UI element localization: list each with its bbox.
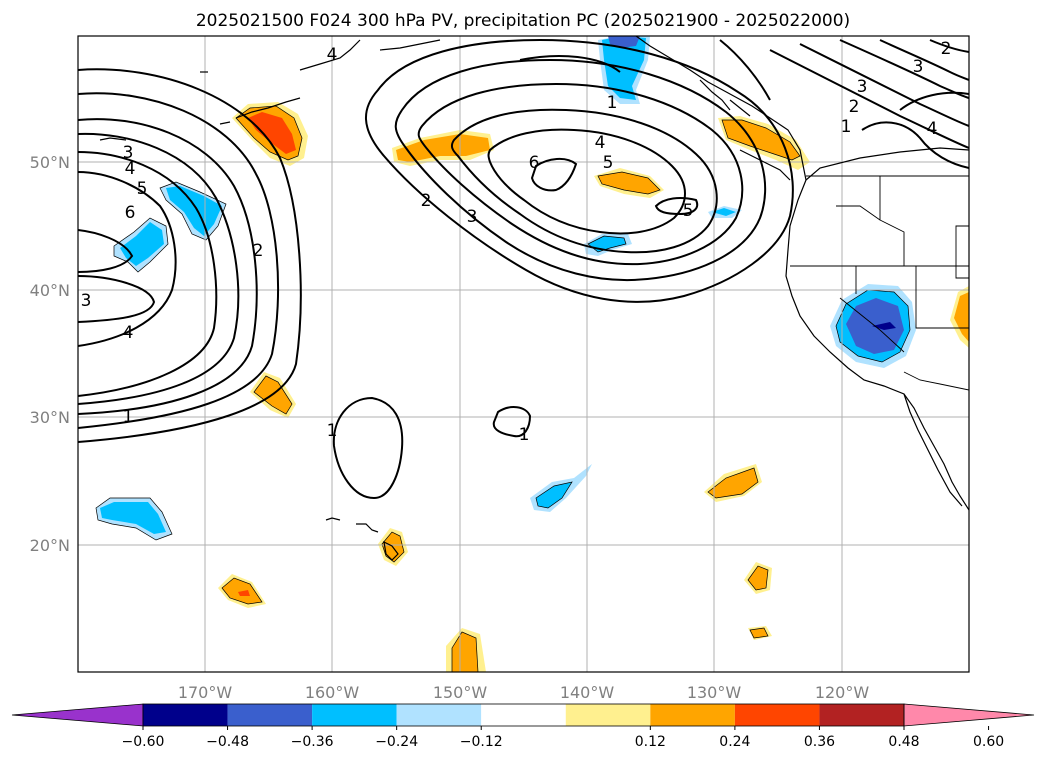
colorbar-segment [396, 704, 482, 726]
colorbar-tick-label: 0.12 [635, 734, 666, 750]
colorbar-segment [734, 704, 820, 726]
colorbar-segment [565, 704, 651, 726]
contour-label: 3 [913, 57, 924, 77]
coastlines [99, 36, 969, 561]
lon-tick-label: 120°W [815, 683, 870, 702]
contour-label: 5 [137, 179, 148, 199]
contour-label: 1 [123, 407, 134, 427]
precip-negative-anomaly [100, 502, 166, 534]
contour-label: 1 [607, 93, 618, 113]
map-background [78, 36, 969, 672]
colorbar-tick-label: −0.24 [375, 734, 418, 750]
plot-title: 2025021500 F024 300 hPa PV, precipitatio… [196, 11, 850, 31]
precip-positive-anomaly [721, 119, 801, 161]
colorbar-segment [650, 704, 735, 726]
contour-label: 1 [841, 117, 852, 137]
longitude-labels: 170°W 160°W 150°W 140°W 130°W 120°W [178, 683, 870, 702]
contour-label: 4 [595, 133, 606, 153]
contour-label: 6 [125, 203, 136, 223]
colorbar-segment [819, 704, 904, 726]
colorbar-extend-low [11, 703, 144, 727]
colorbar-tick-label: −0.12 [460, 734, 503, 750]
contour-label: 4 [123, 323, 134, 343]
map-area: 3 4 5 6 2 4 3 1 2 3 6 4 5 5 1 4 2 3 2 1 [77, 35, 970, 673]
colorbar-tick-label: 0.24 [719, 734, 750, 750]
precip-positive-anomaly [747, 565, 769, 591]
precip-positive-anomaly [707, 467, 759, 499]
precip-strong-negative-anomaly [608, 36, 640, 48]
precip-negative-anomaly [166, 186, 222, 236]
lon-tick-label: 140°W [560, 683, 615, 702]
contour-label: 3 [857, 77, 868, 97]
colorbar-tick-label: 0.48 [888, 734, 919, 750]
contour-label: 2 [941, 39, 952, 59]
precip-strong-positive-anomaly [248, 112, 296, 154]
lon-tick-label: 130°W [687, 683, 742, 702]
lat-tick-label: 30°N [30, 408, 70, 427]
lon-tick-label: 170°W [178, 683, 233, 702]
precip-positive-anomaly [749, 627, 769, 639]
lon-tick-label: 150°W [433, 683, 488, 702]
contour-label: 3 [81, 291, 92, 311]
precip-negative-anomaly [535, 481, 573, 509]
precip-positive-anomaly [597, 171, 661, 195]
contour-label: 2 [253, 241, 264, 261]
contour-labels: 3 4 5 6 2 4 3 1 2 3 6 4 5 5 1 4 2 3 2 1 [81, 39, 952, 445]
colorbar-frame [142, 703, 905, 727]
contour-label: 3 [467, 207, 478, 227]
colorbar-segment [227, 704, 313, 726]
contour-label: 3 [123, 143, 134, 163]
precip-positive-anomaly [954, 292, 969, 342]
contour-label: 6 [529, 153, 540, 173]
colorbar-segment [481, 704, 566, 726]
map-frame [77, 35, 970, 673]
lat-tick-label: 50°N [30, 153, 70, 172]
contour-label: 1 [519, 425, 530, 445]
colorbar-tick-label: −0.60 [122, 734, 165, 750]
colorbar-segment [312, 704, 397, 726]
contour-label: 1 [327, 421, 338, 441]
contour-label: 5 [603, 153, 614, 173]
contour-label: 2 [421, 191, 432, 211]
precip-negative-anomaly [712, 208, 736, 216]
lat-tick-label: 20°N [30, 536, 70, 555]
precipitation-shading [95, 36, 969, 672]
contour-label: 2 [849, 97, 860, 117]
political-borders [790, 175, 969, 391]
precip-strong-positive-anomaly [238, 590, 250, 596]
latitude-labels: 50°N 40°N 30°N 20°N [30, 153, 70, 555]
colorbar-tick-label: −0.48 [206, 734, 249, 750]
colorbar-tick-label: 0.60 [973, 734, 1004, 750]
colorbar-tick-label: 0.36 [804, 734, 835, 750]
contour-label: 5 [683, 201, 694, 221]
colorbar-extend-high [903, 703, 1035, 727]
precip-positive-anomaly [396, 134, 490, 162]
pv-contours [78, 38, 969, 500]
colorbar: −0.60 −0.48 −0.36 −0.24 −0.12 0.12 0.24 0.36 0.4… [11, 703, 1035, 750]
contour-label: 4 [327, 45, 338, 65]
gridlines [78, 36, 969, 672]
lat-tick-label: 40°N [30, 281, 70, 300]
precip-positive-anomaly [221, 577, 263, 605]
contour-label: 4 [125, 159, 136, 179]
colorbar-tick-label: −0.36 [291, 734, 334, 750]
contour-label: 4 [927, 119, 938, 139]
lon-tick-label: 160°W [305, 683, 360, 702]
colorbar-segment [143, 704, 228, 726]
